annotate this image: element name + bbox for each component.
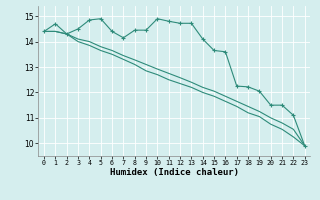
X-axis label: Humidex (Indice chaleur): Humidex (Indice chaleur) xyxy=(110,168,239,177)
